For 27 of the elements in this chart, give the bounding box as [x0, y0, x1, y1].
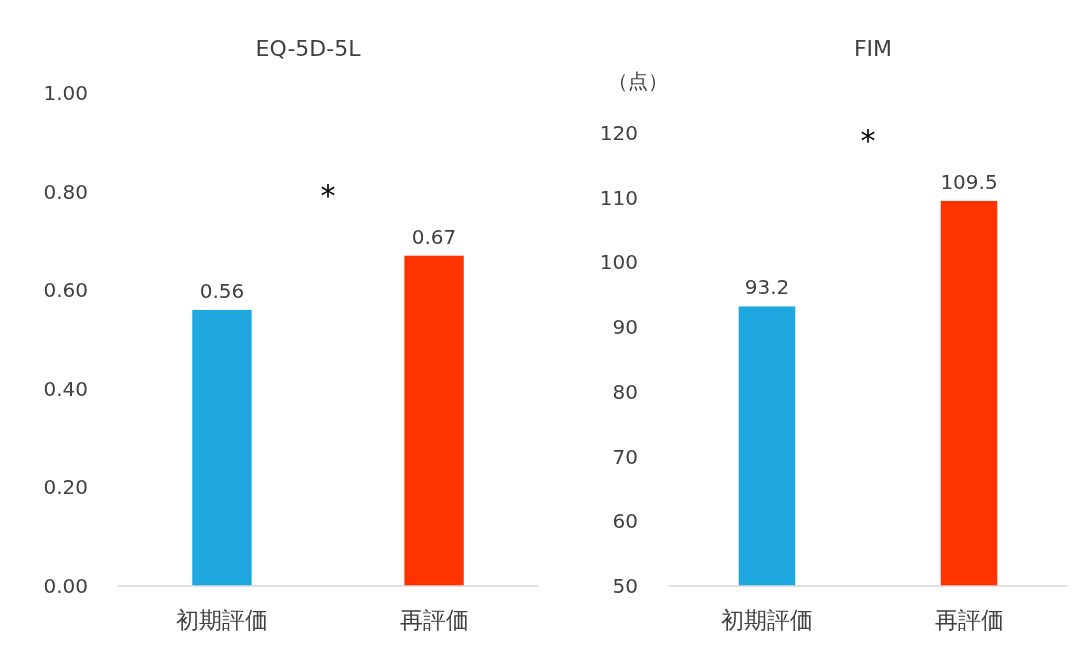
y-tick-label: 0.20 [43, 475, 88, 500]
y-tick-label: 0.40 [43, 376, 88, 401]
y-tick-label: 120 [599, 121, 638, 145]
x-tick-label: 初期評価 [720, 607, 813, 633]
annotation: * [860, 122, 876, 158]
data-label: 0.67 [411, 224, 457, 249]
chart-title: FIM [853, 36, 893, 61]
data-label: 109.5 [940, 169, 998, 194]
chart-title: EQ-5D-5L [255, 36, 362, 61]
x-tick-label: 再評価 [934, 607, 1004, 633]
y-axis-title: （点） [608, 69, 668, 93]
y-tick-label: 70 [612, 444, 638, 469]
y-tick-label: 80 [612, 379, 638, 404]
x-tick-label: 初期評価 [175, 607, 268, 633]
annotation: * [320, 177, 336, 213]
x-tick-label: 再評価 [399, 607, 469, 633]
y-tick-label: 0.00 [43, 574, 88, 598]
y-tick-label: 60 [612, 509, 638, 534]
y-tick-label: 110 [599, 185, 638, 210]
data-label: 93.2 [744, 275, 790, 300]
y-tick-label: 100 [599, 250, 638, 275]
y-tick-label: 1.00 [43, 81, 88, 105]
y-tick-label: 50 [612, 574, 638, 598]
y-tick-label: 0.80 [43, 179, 88, 204]
y-tick-label: 90 [612, 315, 638, 340]
data-label: 0.56 [199, 278, 245, 303]
y-tick-label: 0.60 [43, 278, 88, 303]
